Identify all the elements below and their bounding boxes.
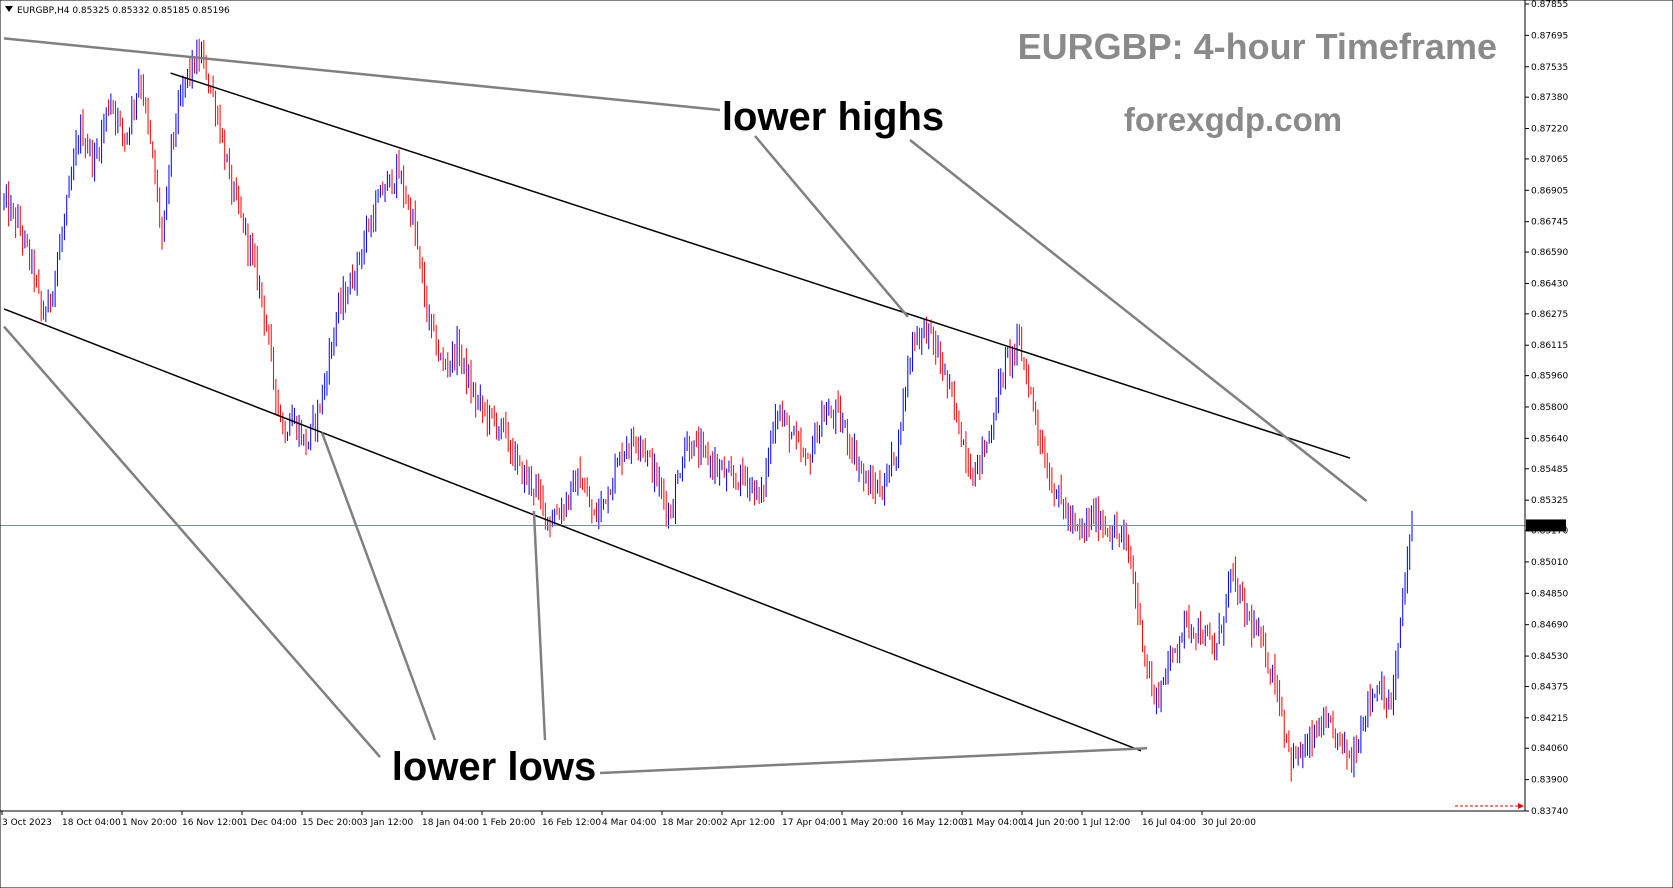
x-tick-label: 18 Mar 20:00 (662, 818, 722, 828)
x-tick-label: 4 Mar 04:00 (602, 818, 657, 828)
y-tick-label: 0.84375 (1531, 682, 1568, 692)
x-tick-label: 1 Nov 20:00 (122, 818, 177, 828)
trendlines-layer (3, 72, 1351, 752)
y-tick-label: 0.85640 (1531, 434, 1568, 444)
x-tick-label: 31 May 04:00 (962, 818, 1024, 828)
y-tick-label: 0.87220 (1531, 125, 1568, 135)
y-tick-label: 0.84215 (1531, 714, 1568, 724)
x-tick-label: 2 Apr 12:00 (722, 818, 775, 828)
x-tick-label: 18 Jan 04:00 (422, 818, 479, 828)
x-tick-label: 1 Dec 04:00 (242, 818, 297, 828)
x-tick-label: 1 Feb 20:00 (482, 818, 536, 828)
trendline-upper-channel (170, 72, 1351, 459)
y-tick-label: 0.83740 (1531, 807, 1568, 817)
y-tick-label: 0.87855 (1531, 0, 1568, 10)
time-axis: 3 Oct 2023 18 Oct 04:00 1 Nov 20:00 16 Nov … (1, 811, 1256, 828)
chart-title: EURGBP: 4-hour Timeframe (1018, 26, 1497, 67)
annotation-pointers-layer (3, 37, 1368, 775)
price-axis: 0.87855 0.87695 0.87535 0.87380 0.87220 0.870… (1525, 0, 1568, 817)
y-tick-label: 0.84530 (1531, 652, 1568, 662)
y-tick-label: 0.86590 (1531, 248, 1568, 258)
y-tick-label: 0.85170 (1531, 527, 1568, 537)
candles-layer (3, 38, 1413, 782)
y-tick-label: 0.83900 (1531, 776, 1568, 786)
y-tick-label: 0.85800 (1531, 403, 1568, 413)
symbol-header: EURGBP,H4 0.85325 0.85332 0.85185 0.8519… (17, 6, 230, 16)
x-tick-label: 3 Oct 2023 (2, 818, 52, 828)
y-tick-label: 0.87065 (1531, 155, 1568, 165)
x-tick-label: 16 Nov 12:00 (182, 818, 243, 828)
y-tick-label: 0.86745 (1531, 218, 1568, 228)
y-tick-label: 0.85960 (1531, 372, 1568, 382)
x-tick-label: 14 Jun 20:00 (1022, 818, 1079, 828)
pointer-line (754, 135, 909, 318)
watermark: forexgdp.com (1124, 101, 1342, 138)
pointer-line (320, 432, 437, 741)
x-tick-label: 15 Dec 20:00 (302, 818, 363, 828)
dropdown-triangle-icon[interactable] (5, 6, 13, 12)
y-tick-label: 0.87695 (1531, 31, 1568, 41)
pointer-line (599, 746, 1148, 775)
y-tick-label: 0.85485 (1531, 465, 1568, 475)
x-tick-label: 30 Jul 20:00 (1202, 818, 1256, 828)
current-price-badge (1526, 519, 1566, 532)
x-tick-label: 17 Apr 04:00 (782, 818, 841, 828)
current-price-label: 0.85196 (1529, 522, 1566, 532)
annotation-lower-highs: lower highs (722, 95, 944, 139)
pointer-line (3, 37, 721, 112)
arrow-right-icon (1518, 803, 1524, 809)
x-tick-label: 1 May 20:00 (842, 818, 898, 828)
y-tick-label: 0.84060 (1531, 744, 1568, 754)
x-tick-label: 1 Jul 12:00 (1082, 818, 1131, 828)
y-tick-label: 0.85010 (1531, 558, 1568, 568)
y-tick-label: 0.86275 (1531, 310, 1568, 320)
y-tick-label: 0.84690 (1531, 621, 1568, 631)
x-tick-label: 16 Feb 12:00 (542, 818, 601, 828)
pointer-line (3, 325, 381, 758)
y-tick-label: 0.84850 (1531, 589, 1568, 599)
annotation-lower-lows: lower lows (392, 745, 597, 789)
x-tick-label: 18 Oct 04:00 (62, 818, 121, 828)
x-tick-label: 16 Jul 04:00 (1142, 818, 1196, 828)
y-tick-label: 0.85325 (1531, 496, 1568, 506)
y-tick-label: 0.86905 (1531, 186, 1568, 196)
y-tick-label: 0.86115 (1531, 341, 1568, 351)
x-tick-label: 16 May 12:00 (902, 818, 964, 828)
pointer-line (909, 139, 1368, 503)
y-tick-label: 0.87535 (1531, 63, 1568, 73)
trendline-lower-channel (3, 308, 1142, 752)
pointer-line (532, 510, 547, 741)
y-tick-label: 0.87380 (1531, 93, 1568, 103)
y-tick-label: 0.86430 (1531, 279, 1568, 289)
x-tick-label: 3 Jan 12:00 (362, 818, 414, 828)
